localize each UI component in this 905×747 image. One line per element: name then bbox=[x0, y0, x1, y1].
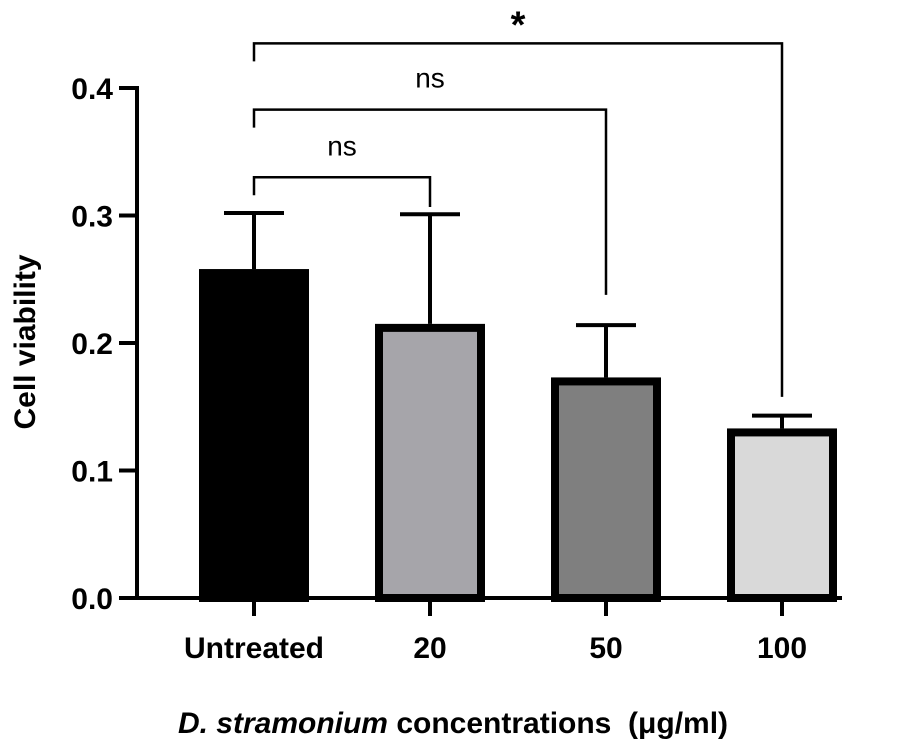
y-tick-label: 0.4 bbox=[71, 73, 113, 106]
bars bbox=[199, 210, 837, 602]
y-axis-title: Cell viability bbox=[9, 254, 42, 429]
x-tick-label: 100 bbox=[757, 632, 807, 665]
y-tick-label: 0.3 bbox=[71, 201, 113, 234]
x-axis-title: D. stramonium concentrations (μg/ml) bbox=[178, 707, 728, 740]
significance-bracket bbox=[252, 176, 432, 207]
x-tick-label: Untreated bbox=[184, 632, 324, 665]
x-tick-label: 50 bbox=[589, 632, 622, 665]
bar bbox=[727, 428, 837, 602]
significance-label: ns bbox=[415, 63, 445, 94]
significance-brackets: ns ns * bbox=[252, 4, 784, 397]
y-tick-label: 0.2 bbox=[71, 328, 113, 361]
y-axis: 0.0 0.1 0.2 0.3 0.4 bbox=[71, 73, 139, 616]
bar bbox=[551, 377, 661, 602]
significance-label: * bbox=[511, 4, 526, 46]
x-axis: Untreated 20 50 100 bbox=[135, 596, 842, 665]
significance-label: ns bbox=[327, 130, 357, 161]
x-tick-label: 20 bbox=[413, 632, 446, 665]
y-tick-label: 0.0 bbox=[71, 583, 113, 616]
bar bbox=[199, 269, 309, 602]
y-tick-label: 0.1 bbox=[71, 456, 113, 489]
x-axis-title-italic: D. stramonium bbox=[178, 707, 388, 740]
significance-bracket bbox=[252, 42, 784, 397]
x-axis-title-rest: concentrations (μg/ml) bbox=[388, 707, 728, 740]
significance-bracket bbox=[252, 108, 608, 295]
bar bbox=[375, 323, 485, 602]
